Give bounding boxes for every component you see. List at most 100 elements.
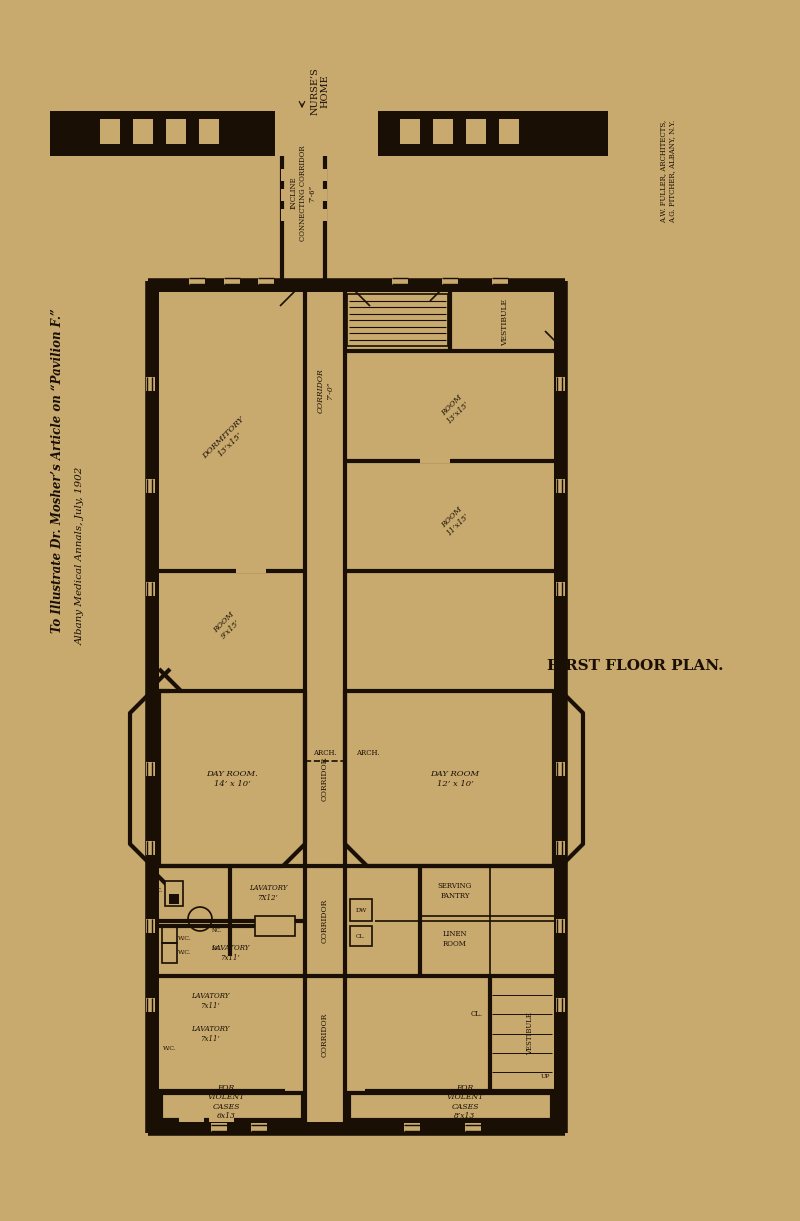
Bar [212, 1127, 226, 1129]
Bar [190, 278, 204, 281]
Bar [169, 894, 179, 904]
Text: FOR
VIOLENT
CASES
6x13: FOR VIOLENT CASES 6x13 [207, 1084, 245, 1120]
Bar [146, 841, 155, 855]
Bar [492, 276, 508, 284]
Bar [258, 282, 273, 284]
Bar [199, 118, 219, 144]
Bar [556, 479, 565, 493]
Text: LAVATORY
7X12’: LAVATORY 7X12’ [249, 884, 287, 901]
Bar [466, 1123, 482, 1132]
Bar [209, 1114, 234, 1122]
Text: ARCH.: ARCH. [313, 748, 337, 757]
Text: DORMITORY
13’x15’: DORMITORY 13’x15’ [202, 415, 253, 466]
Bar [556, 376, 565, 391]
Bar [349, 1093, 552, 1120]
Bar [350, 899, 372, 921]
Bar [166, 118, 186, 144]
Bar [225, 282, 238, 284]
Bar [466, 118, 486, 144]
Bar [493, 280, 507, 283]
Text: CORRIDOR
7’-0”: CORRIDOR 7’-0” [316, 369, 334, 414]
Bar [281, 189, 286, 201]
Text: CL.: CL. [356, 934, 366, 939]
Text: To Illustrate Dr. Mosher’s Article on “Pavilion F.”: To Illustrate Dr. Mosher’s Article on “P… [51, 309, 65, 634]
Bar [350, 926, 372, 946]
Bar [404, 1123, 420, 1132]
Bar [556, 998, 565, 1012]
Bar [499, 118, 519, 144]
Text: UP: UP [540, 1073, 550, 1078]
Bar [236, 568, 266, 573]
Bar [212, 1125, 226, 1128]
Bar [252, 1127, 266, 1129]
Bar [442, 276, 458, 284]
Bar [212, 1129, 226, 1132]
Bar [161, 1093, 303, 1120]
Text: DW: DW [355, 907, 366, 912]
Bar [405, 1125, 418, 1128]
Text: NC.: NC. [212, 928, 222, 934]
Bar [252, 1129, 266, 1132]
Bar [148, 280, 565, 292]
Bar [281, 209, 286, 221]
Bar [179, 1114, 204, 1122]
Bar [393, 282, 407, 284]
Bar [433, 118, 453, 144]
Text: LINEN
ROOM: LINEN ROOM [442, 930, 467, 947]
Text: ROOM
13’x15’: ROOM 13’x15’ [439, 393, 471, 425]
Bar [146, 479, 155, 493]
Text: CORRIDOR: CORRIDOR [321, 757, 329, 801]
Bar [146, 919, 155, 933]
Text: DOWN: DOWN [427, 287, 449, 293]
Text: CORRIDOR: CORRIDOR [321, 1012, 329, 1057]
Bar [146, 376, 155, 391]
Text: INCLINE
CONNECTING CORRIDOR
7’-6”: INCLINE CONNECTING CORRIDOR 7’-6” [290, 145, 316, 241]
Bar [556, 919, 565, 933]
Text: W.C.: W.C. [163, 1046, 177, 1051]
Bar [281, 168, 286, 181]
Bar [556, 762, 565, 777]
Bar [255, 916, 295, 937]
Text: ROOM
9’x15’: ROOM 9’x15’ [212, 610, 242, 641]
Text: CORRIDOR: CORRIDOR [321, 899, 329, 943]
Bar [148, 1122, 565, 1133]
Bar [420, 458, 450, 463]
Bar [392, 276, 408, 284]
Bar [466, 1127, 480, 1129]
Text: FIRST FLOOR PLAN.: FIRST FLOOR PLAN. [546, 659, 723, 673]
Bar [493, 278, 507, 281]
Text: NC.: NC. [212, 946, 222, 951]
Bar [258, 276, 274, 284]
Bar [165, 882, 183, 906]
Bar [258, 278, 273, 281]
Bar [378, 111, 608, 156]
Text: Albany Medical Annals, July, 1902: Albany Medical Annals, July, 1902 [75, 466, 85, 645]
Bar [146, 762, 155, 777]
Bar [405, 1127, 418, 1129]
Bar [466, 1125, 480, 1128]
Bar [493, 282, 507, 284]
Bar [258, 280, 273, 283]
Bar [443, 280, 457, 283]
Text: CL.: CL. [471, 1010, 483, 1018]
Text: NURSE’S
HOME: NURSE’S HOME [310, 67, 330, 115]
Text: DAY ROOM.
14’ x 10’: DAY ROOM. 14’ x 10’ [206, 770, 258, 788]
Bar [350, 926, 372, 946]
Bar [400, 118, 420, 144]
Bar [251, 1123, 267, 1132]
Bar [322, 189, 327, 201]
Text: ROOM
11’x15’: ROOM 11’x15’ [439, 504, 471, 537]
Bar [255, 916, 295, 937]
Bar [347, 294, 448, 346]
Bar [252, 1125, 266, 1128]
Bar [405, 1129, 418, 1132]
Bar [350, 899, 372, 921]
Bar [190, 280, 204, 283]
Text: ARCH.: ARCH. [356, 748, 380, 757]
Bar [443, 282, 457, 284]
Bar [556, 581, 565, 596]
Bar [100, 118, 120, 144]
Text: SERVING
PANTRY: SERVING PANTRY [438, 883, 472, 900]
Text: W.C.: W.C. [178, 950, 192, 956]
Bar [190, 282, 204, 284]
